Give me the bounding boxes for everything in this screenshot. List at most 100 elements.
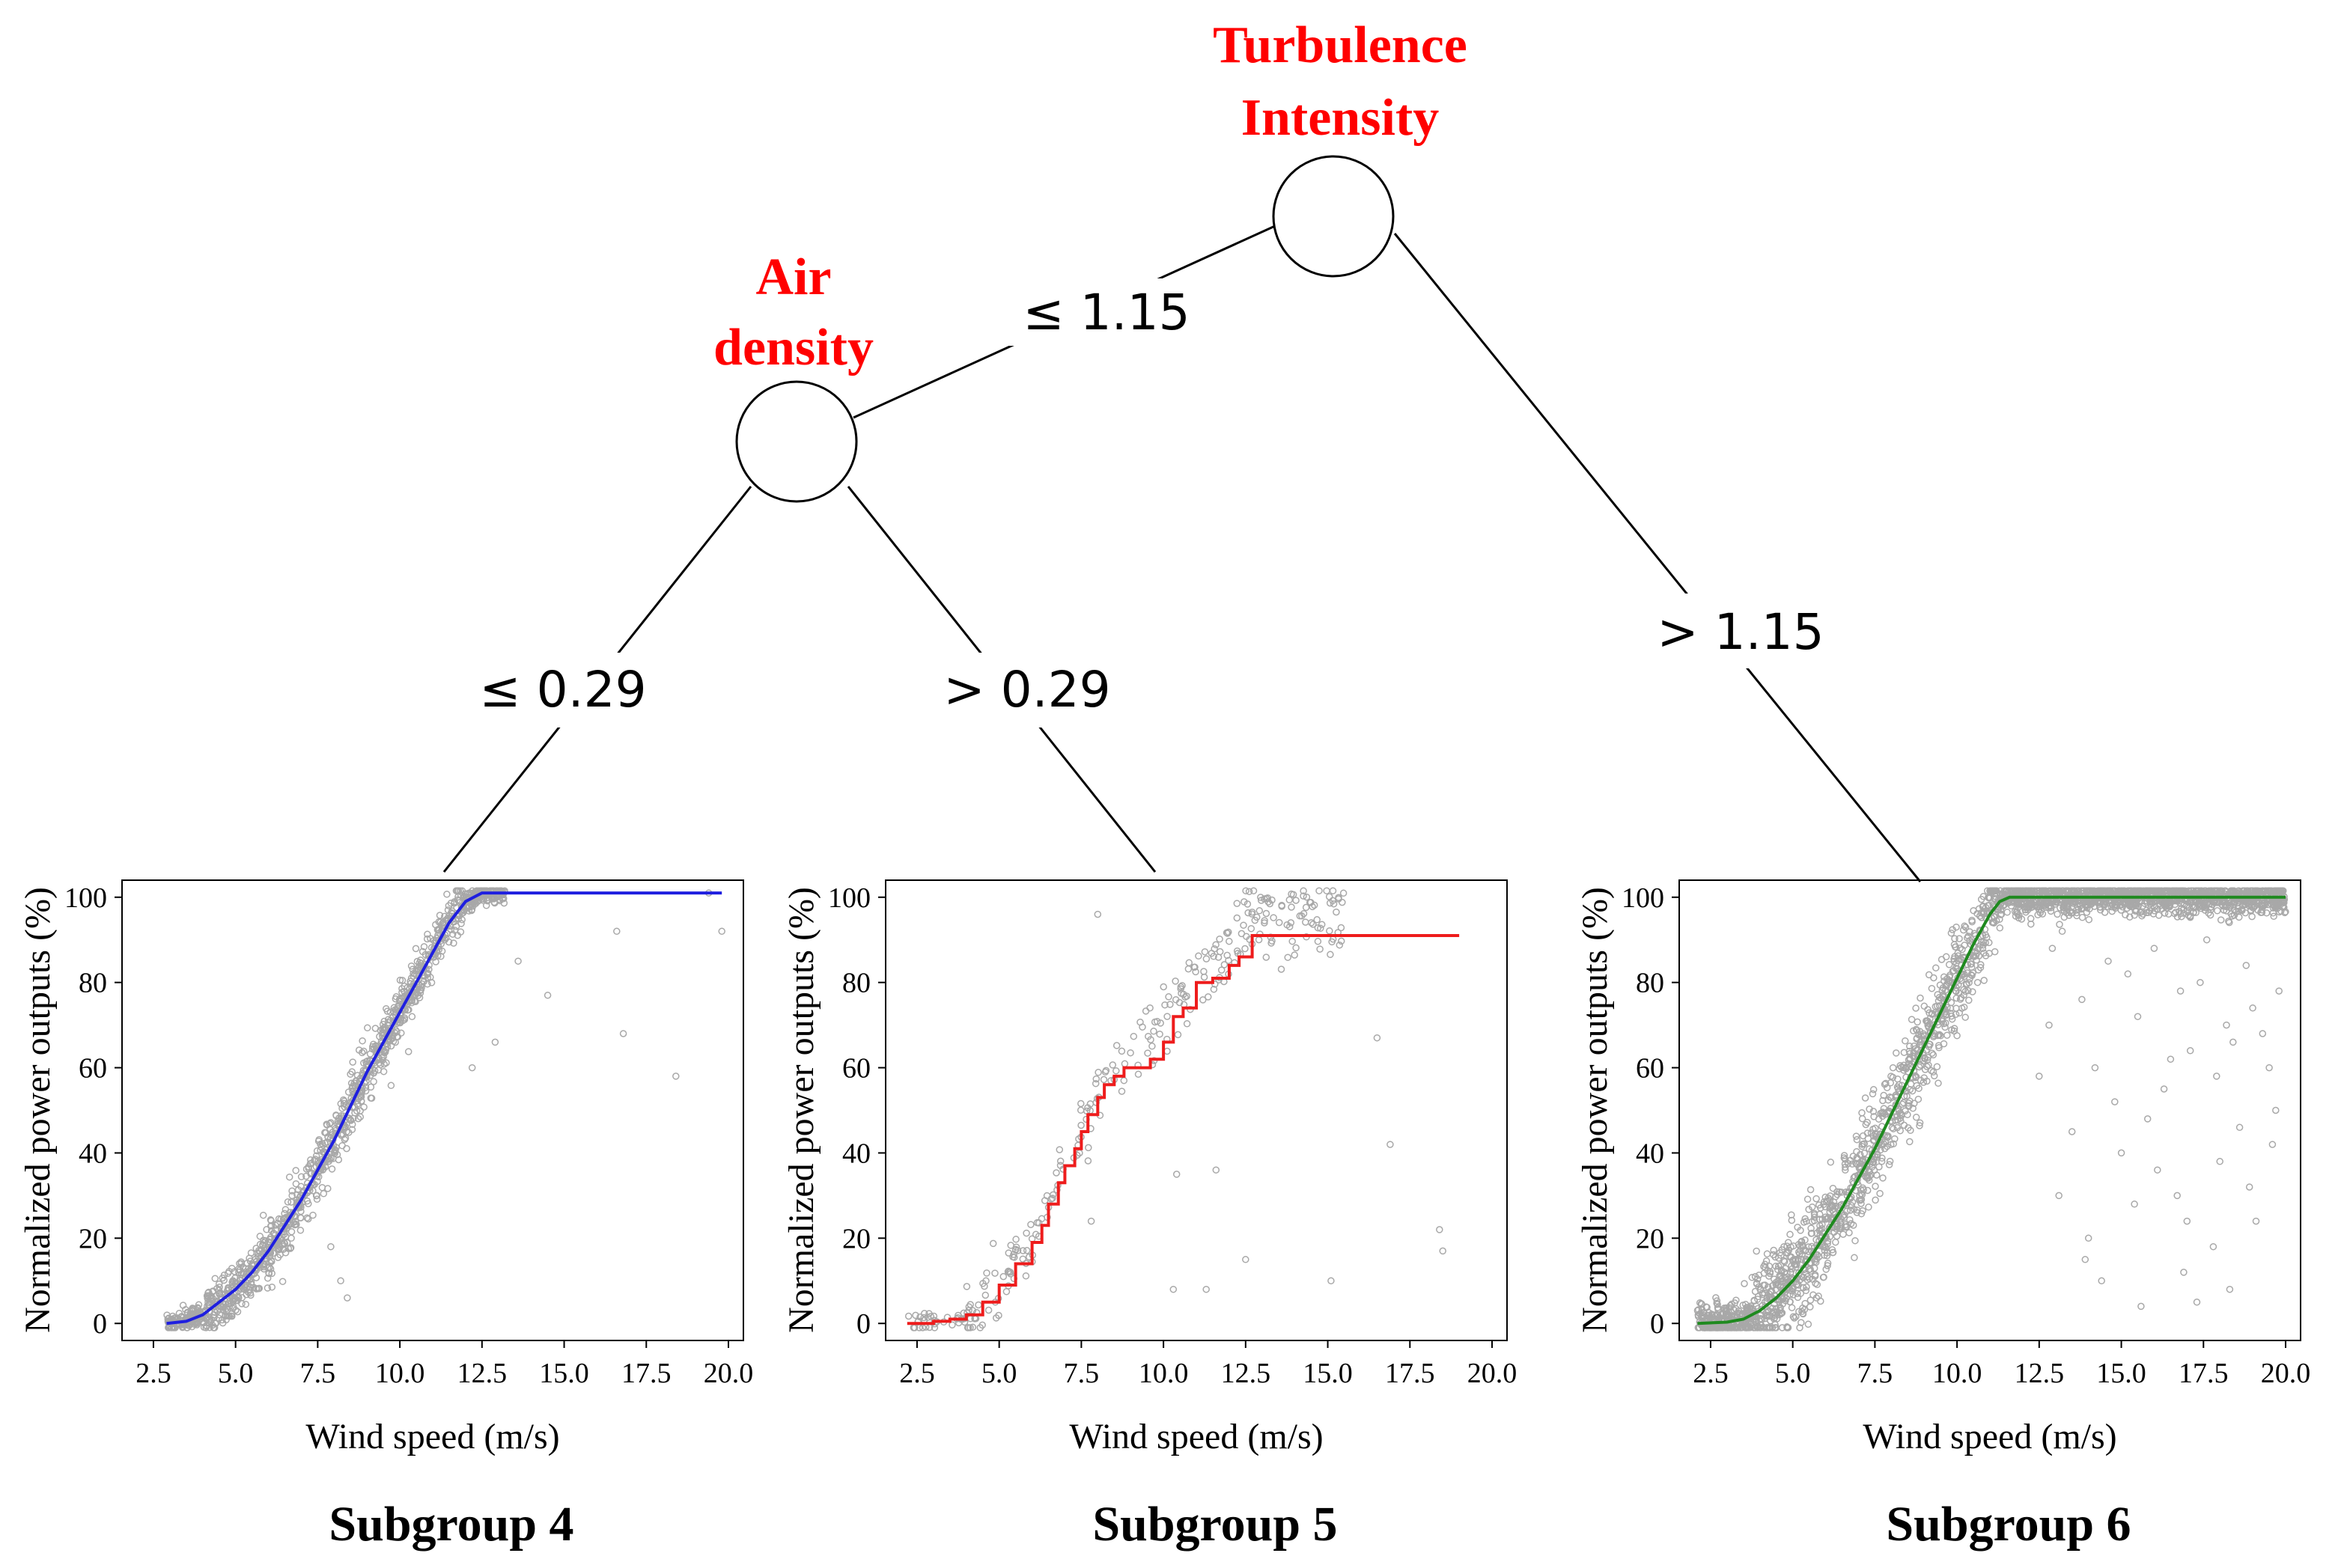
scatter-point (1177, 985, 1184, 992)
scatter-point (284, 1198, 292, 1206)
scatter-point (1005, 1249, 1013, 1257)
scatter-outlier-point (2078, 995, 2086, 1004)
scatter-point (279, 1215, 287, 1223)
scatter-point (1852, 1159, 1860, 1167)
scatter-point (1752, 1315, 1759, 1323)
scatter-point (1849, 1221, 1857, 1229)
scatter-point (1787, 1243, 1794, 1251)
scatter-point (331, 1146, 338, 1153)
scatter-point (1882, 1079, 1890, 1087)
scatter-point (2222, 888, 2230, 896)
scatter-point (2115, 899, 2122, 906)
scatter-point (1713, 1324, 1720, 1331)
scatter-point (1923, 1017, 1931, 1025)
scatter-outlier-point (2131, 1201, 2138, 1208)
scatter-point (2193, 887, 2201, 894)
scatter-point (1932, 964, 1940, 971)
scatter-point (340, 1096, 347, 1104)
scatter-point (348, 1068, 356, 1076)
scatter-point (1161, 1001, 1169, 1009)
scatter-point (364, 1057, 371, 1065)
scatter-point (1084, 1157, 1092, 1165)
scatter-point (1804, 1320, 1812, 1328)
scatter-point (163, 1311, 171, 1319)
scatter-outlier-point (2137, 1302, 2145, 1311)
scatter-point (302, 1165, 311, 1173)
scatter-point (1966, 974, 1973, 983)
scatter-point (1923, 1077, 1931, 1085)
scatter-point (188, 1323, 196, 1331)
scatter-point (2151, 903, 2158, 911)
scatter-outlier-point (2223, 1021, 2230, 1029)
x-tick-label: 20.0 (704, 1358, 754, 1389)
scatter-point (2045, 904, 2053, 912)
scatter-point (1019, 1247, 1027, 1254)
scatter-point (2232, 908, 2240, 915)
scatter-point (1139, 1023, 1146, 1031)
scatter-point (1806, 1267, 1815, 1275)
scatter-point (1150, 1028, 1157, 1035)
scatter-point (1776, 1272, 1783, 1280)
scatter-outlier-point (2068, 1128, 2076, 1135)
scatter-point (1914, 1018, 1921, 1026)
scatter-point (407, 962, 415, 970)
scatter-point (999, 1272, 1008, 1281)
scatter-point (1970, 953, 1978, 960)
scatter-point (1967, 960, 1975, 968)
scatter-point (441, 912, 448, 921)
scatter-point (1973, 978, 1982, 986)
scatter-point (2170, 887, 2178, 895)
y-tick-label: 80 (79, 968, 107, 999)
scatter-point (1261, 919, 1268, 927)
scatter-outlier-point (718, 927, 725, 936)
scatter-point (2267, 887, 2275, 894)
chart-3-title: Subgroup 6 (1886, 1497, 2131, 1552)
y-tick-label: 0 (93, 1308, 107, 1340)
scatter-point (1829, 1248, 1836, 1257)
scatter-point (1713, 1297, 1721, 1305)
scatter-point (1223, 930, 1232, 937)
scatter-point (1754, 1296, 1762, 1303)
x-tick-label: 15.0 (539, 1358, 589, 1389)
scatter-point (1151, 1018, 1159, 1026)
x-tick-label: 5.0 (218, 1358, 254, 1389)
scatter-point (1782, 1265, 1789, 1272)
scatter-point (1991, 895, 2000, 903)
scatter-point (1846, 1206, 1854, 1214)
scatter-point (1085, 1144, 1092, 1152)
scatter-point (1698, 1300, 1705, 1308)
scatter-point (1248, 908, 1256, 916)
scatter-point (1801, 1236, 1809, 1244)
root-node-circle (1272, 155, 1395, 278)
x-tick-label: 17.5 (621, 1358, 672, 1389)
scatter-point (335, 1114, 343, 1122)
scatter-point (1144, 1049, 1151, 1057)
scatter-point (1872, 1124, 1879, 1132)
scatter-point (407, 980, 415, 988)
scatter-point (341, 1135, 349, 1144)
scatter-point (313, 1195, 321, 1204)
scatter-point (1112, 1067, 1120, 1075)
scatter-point (472, 900, 480, 907)
scatter-point (259, 1211, 267, 1219)
scatter-point (451, 897, 458, 906)
scatter-point (2258, 902, 2266, 910)
scatter-point (1843, 1222, 1851, 1230)
scatter-point (1853, 1209, 1861, 1216)
scatter-point (983, 1269, 990, 1277)
scatter-point (243, 1284, 251, 1292)
scatter-point (1863, 1186, 1872, 1195)
scatter-point (387, 1082, 395, 1090)
scatter-point (1777, 1309, 1786, 1317)
scatter-point (1784, 1249, 1792, 1257)
scatter-point (1337, 924, 1345, 932)
scatter-point (2277, 887, 2286, 894)
scatter-point (1181, 993, 1189, 1001)
scatter-point (2022, 887, 2030, 894)
scatter-point (1794, 1269, 1803, 1277)
scatter-point (405, 1006, 413, 1013)
y-tick-label: 40 (1636, 1138, 1664, 1169)
scatter-point (1824, 1213, 1833, 1221)
y-tick-label: 80 (842, 968, 871, 999)
scatter-point (1761, 1260, 1769, 1269)
